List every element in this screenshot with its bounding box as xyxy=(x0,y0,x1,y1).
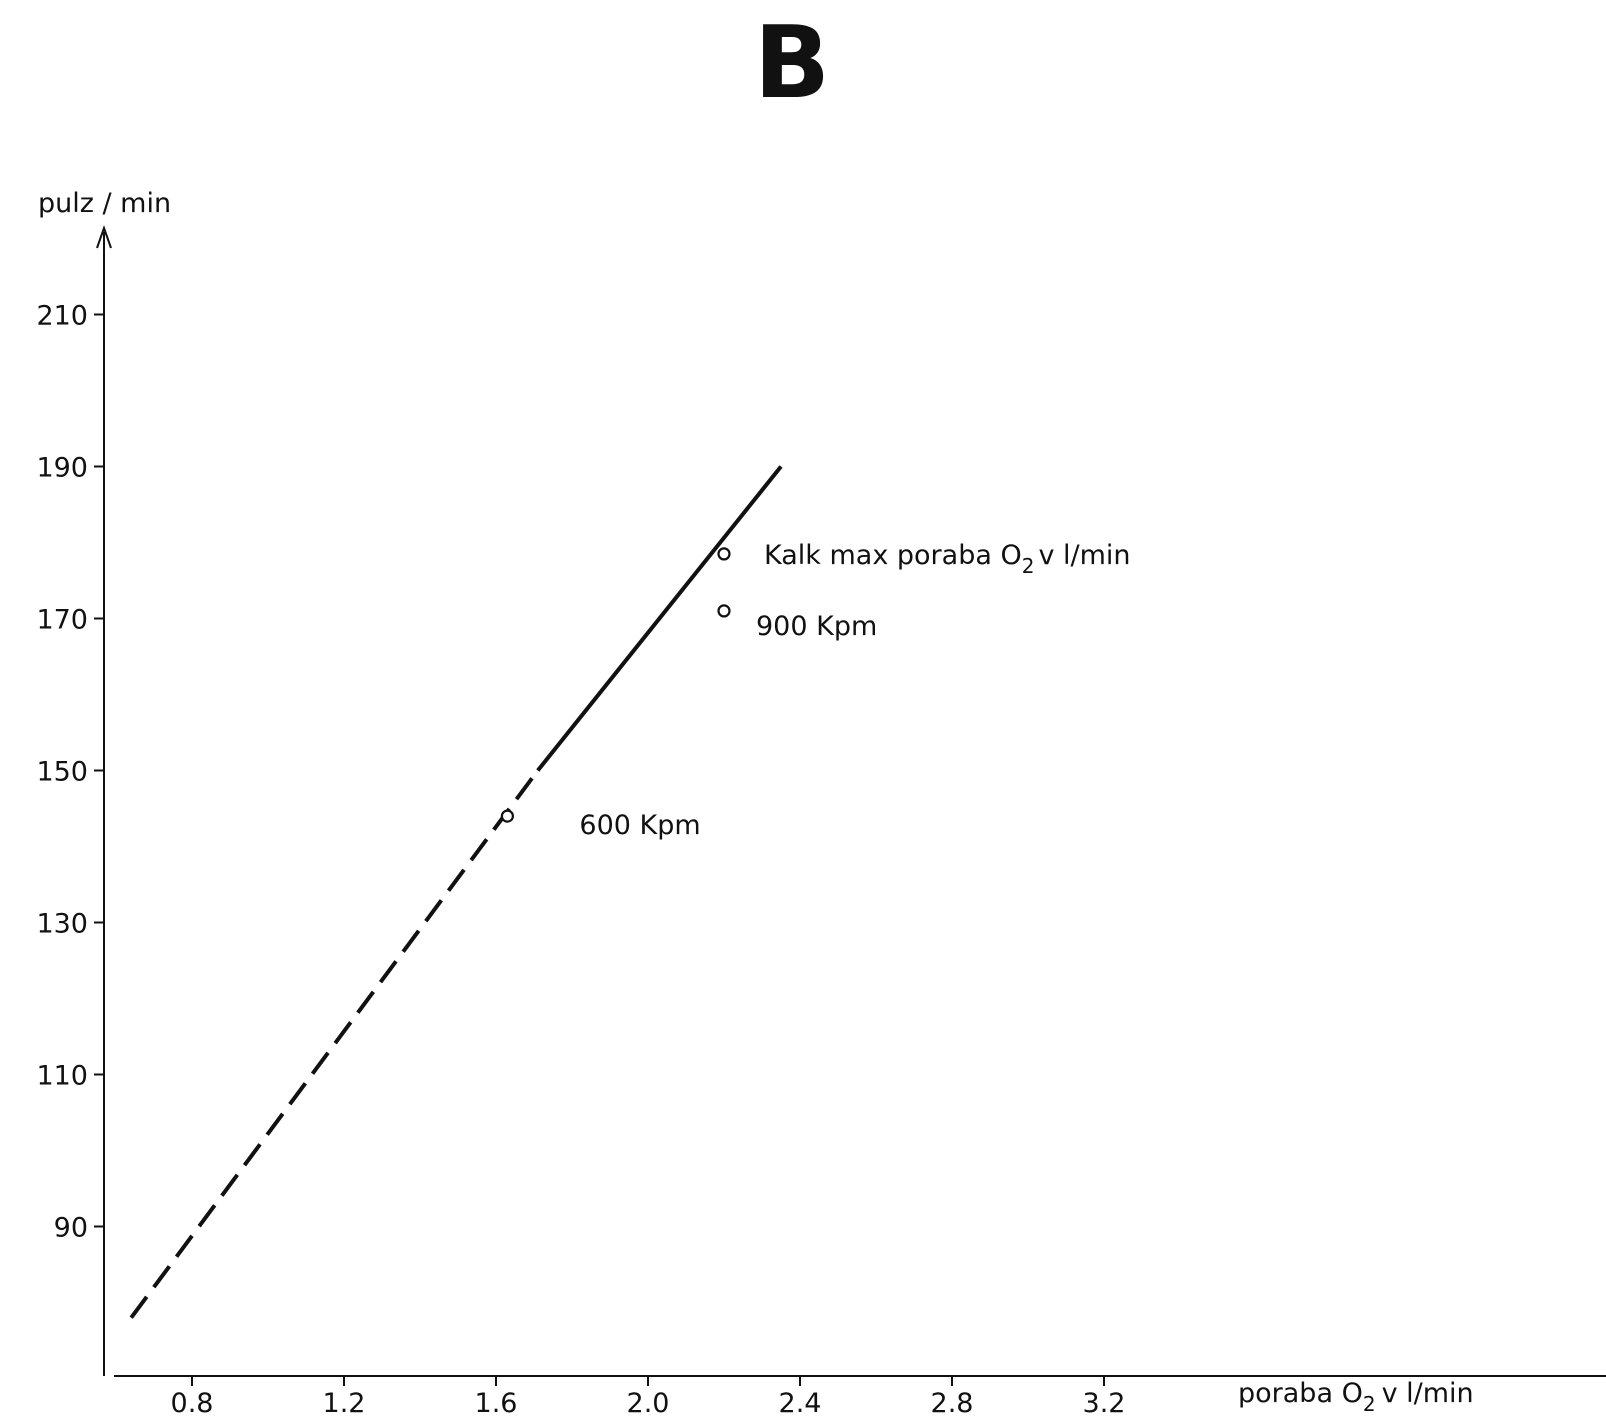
data-point xyxy=(500,809,514,823)
y-tick-label: 150 xyxy=(36,757,88,788)
data-point xyxy=(717,604,731,618)
point-label: 900 Kpm xyxy=(756,611,877,642)
y-tick-label: 190 xyxy=(36,453,88,484)
x-tick-label: 2.0 xyxy=(627,1388,670,1419)
x-axis-label-subscript: 2 xyxy=(1363,1392,1376,1416)
y-axis-arrow xyxy=(96,224,112,249)
x-tick-label: 3.2 xyxy=(1083,1388,1126,1419)
y-tick-label: 130 xyxy=(36,909,88,940)
point-label: Kalk max poraba O2 v l/min xyxy=(764,540,1131,578)
fit-line-dashed xyxy=(129,769,540,1319)
x-ticks: 0.8 1.2 1.6 2.0 2.4 2.8 3.2 xyxy=(171,1376,1126,1419)
x-tick-label: 1.2 xyxy=(323,1388,366,1419)
y-tick-label: 90 xyxy=(54,1213,88,1244)
point-label-subscript: 2 xyxy=(1022,554,1035,578)
x-axis-label: poraba O2 v l/min xyxy=(1238,1378,1474,1416)
data-points xyxy=(500,547,731,823)
fit-line xyxy=(129,465,783,1319)
y-axis-label: pulz / min xyxy=(38,188,171,219)
point-label-main: Kalk max poraba O xyxy=(764,540,1022,571)
x-axis-label-tail: v l/min xyxy=(1382,1378,1474,1409)
x-axis-label-main: poraba O xyxy=(1238,1378,1363,1409)
y-tick-label: 170 xyxy=(36,605,88,636)
x-tick-label: 1.6 xyxy=(475,1388,518,1419)
fit-line-solid xyxy=(536,465,783,772)
point-label-tail: v l/min xyxy=(1038,540,1130,571)
chart-title: B xyxy=(754,4,830,121)
x-tick-label: 2.8 xyxy=(931,1388,974,1419)
point-annotations: 600 Kpm 900 Kpm Kalk max poraba O2 v l/min xyxy=(579,540,1130,841)
x-tick-label: 2.4 xyxy=(779,1388,822,1419)
data-point xyxy=(717,547,731,561)
y-ticks: 90 110 130 150 170 190 210 xyxy=(36,301,104,1244)
point-label: 600 Kpm xyxy=(579,810,700,841)
y-tick-label: 110 xyxy=(36,1061,88,1092)
y-tick-label: 210 xyxy=(36,301,88,332)
x-tick-label: 0.8 xyxy=(171,1388,214,1419)
